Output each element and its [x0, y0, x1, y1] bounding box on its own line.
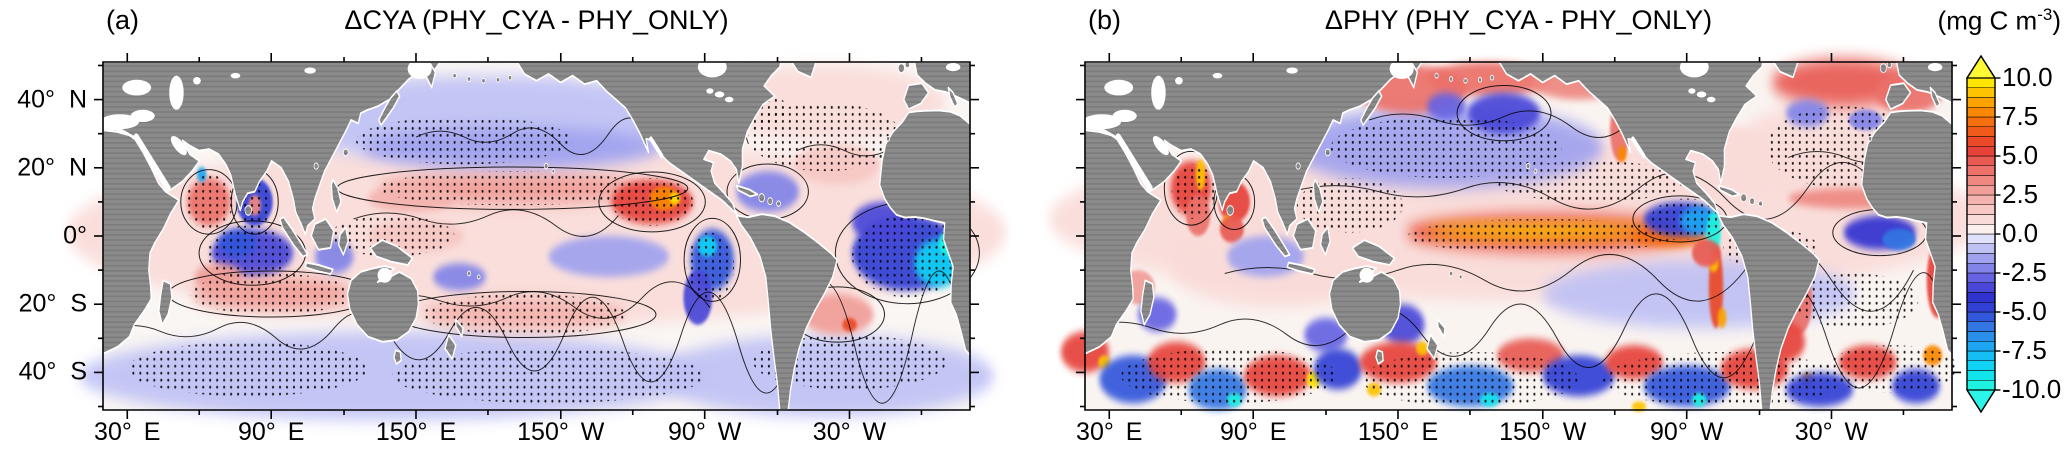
colorbar-tick-label: 0.0 [2002, 218, 2039, 248]
x-tick-label: 90° W [668, 418, 742, 446]
colorbar-tick-label: 7.5 [2002, 101, 2039, 131]
colorbar-tick-label: -2.5 [2002, 257, 2047, 287]
x-tick-label: 30° W [1794, 418, 1869, 446]
colorbar-tick-label: -10.0 [2002, 374, 2062, 404]
y-tick-label: 0° [63, 221, 87, 250]
colorbar-tick-label: 2.5 [2002, 179, 2039, 209]
panel-b-label: (b) [1088, 5, 1121, 35]
y-tick-label: 20° N [17, 153, 87, 182]
panel-a-title: ΔCYA (PHY_CYA - PHY_ONLY) [344, 5, 729, 35]
x-tick-label: 150° E [375, 418, 457, 446]
panel-a-label: (a) [106, 5, 139, 35]
x-tick-label: 30° E [1076, 418, 1143, 446]
colorbar-tick-label: -7.5 [2002, 335, 2047, 365]
y-tick-label: 20° S [18, 289, 87, 318]
x-tick-label: 150° W [1499, 418, 1587, 446]
map-b [1048, 62, 1989, 410]
x-tick-label: 150° W [517, 418, 605, 446]
x-tick-label: 30° W [812, 418, 887, 446]
map-a [66, 62, 1007, 421]
panel-b-title: ΔPHY (PHY_CYA - PHY_ONLY) [1324, 5, 1713, 35]
colorbar-units: (mg C m-3) [1937, 5, 2061, 36]
y-tick-label: 40° S [18, 357, 87, 386]
x-tick-label: 150° E [1357, 418, 1439, 446]
y-tick-label: 40° N [17, 85, 87, 114]
colorbar-tick-label: 10.0 [2002, 62, 2053, 92]
x-tick-label: 30° E [94, 418, 161, 446]
x-tick-label: 90° W [1650, 418, 1724, 446]
colorbar-tick-label: -5.0 [2002, 296, 2047, 326]
colorbar [1965, 54, 2001, 414]
x-tick-label: 90° E [237, 418, 305, 446]
colorbar-tick-label: 5.0 [2002, 140, 2039, 170]
map-panel-b: 30° E 90° E 150° E 150° W 90° W 30° W [1048, 62, 1989, 446]
x-tick-label: 90° E [1219, 418, 1287, 446]
map-panel-a: 30° E 90° E 150° E 150° W 90° W 30° W 40° N 20°… [17, 62, 1007, 446]
